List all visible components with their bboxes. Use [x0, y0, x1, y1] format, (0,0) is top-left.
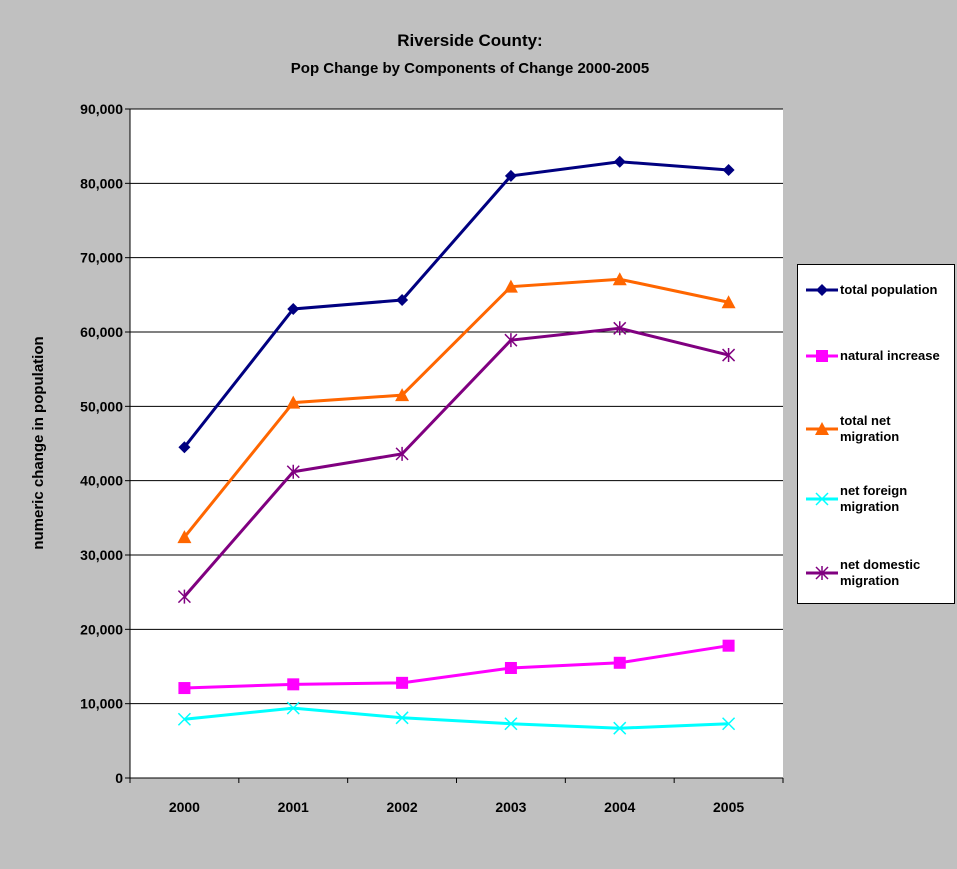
marker — [177, 530, 192, 544]
marker — [395, 446, 409, 461]
marker — [287, 678, 300, 691]
marker — [613, 656, 626, 669]
marker — [504, 717, 518, 731]
legend-label: net domestic migration — [840, 557, 921, 588]
marker — [287, 302, 300, 315]
marker — [504, 661, 517, 674]
legend-swatch — [806, 492, 838, 506]
marker — [815, 492, 829, 506]
legend-label: natural increase — [840, 348, 940, 363]
legend-swatch — [806, 284, 838, 296]
marker — [286, 395, 301, 409]
series-line — [183, 326, 729, 598]
x-tick-label: 2002 — [387, 799, 418, 815]
legend-item: total population — [804, 282, 954, 298]
legend-item: net domestic migration — [804, 557, 954, 589]
marker — [177, 712, 191, 726]
marker — [722, 639, 735, 652]
x-tick-label: 2001 — [278, 799, 309, 815]
series-line — [184, 644, 729, 690]
legend-swatch — [806, 566, 838, 580]
marker — [612, 272, 627, 286]
marker — [816, 350, 828, 362]
series-line — [183, 160, 729, 449]
legend-item: net foreign migration — [804, 483, 954, 515]
y-tick-label: 70,000 — [80, 250, 123, 266]
y-tick-label: 0 — [115, 770, 123, 786]
plot-area — [130, 109, 783, 778]
chart-title: Riverside County: — [397, 31, 542, 50]
y-tick-label: 90,000 — [80, 101, 123, 117]
y-tick-label: 30,000 — [80, 547, 123, 563]
marker — [721, 295, 736, 309]
marker — [815, 566, 829, 580]
marker — [816, 284, 828, 296]
x-tick-label: 2000 — [169, 799, 200, 815]
y-tick-label: 80,000 — [80, 175, 123, 191]
legend: total population natural increase total ne… — [797, 264, 955, 604]
marker — [722, 348, 736, 363]
legend-label: total population — [840, 282, 938, 297]
legend-label: total net migration — [840, 413, 900, 444]
legend-swatch — [806, 422, 838, 435]
marker — [178, 441, 191, 454]
legend-swatch — [806, 350, 838, 362]
y-tick-label: 40,000 — [80, 473, 123, 489]
marker — [395, 388, 410, 402]
marker — [504, 333, 518, 348]
marker — [613, 721, 627, 735]
marker — [286, 701, 300, 715]
legend-item: total net migration — [804, 413, 954, 445]
x-tick-label: 2004 — [604, 799, 635, 815]
x-tick-label: 2003 — [495, 799, 526, 815]
series-line — [184, 706, 729, 730]
y-axis-label: numeric change in population — [30, 336, 47, 549]
y-tick-label: 50,000 — [80, 398, 123, 414]
marker — [613, 155, 626, 168]
x-tick-label: 2005 — [713, 799, 744, 815]
legend-label: net foreign migration — [840, 483, 908, 514]
y-tick-label: 60,000 — [80, 324, 123, 340]
y-tick-label: 10,000 — [80, 696, 123, 712]
legend-item: natural increase — [804, 348, 954, 364]
marker — [504, 169, 517, 182]
marker — [177, 589, 191, 604]
marker — [396, 294, 409, 307]
y-tick-label: 20,000 — [80, 621, 123, 637]
marker — [613, 321, 627, 336]
marker — [286, 464, 300, 479]
marker — [503, 279, 518, 293]
marker — [178, 682, 191, 695]
marker — [396, 676, 409, 689]
series-line — [183, 277, 729, 539]
marker — [815, 422, 829, 435]
marker — [395, 711, 409, 725]
marker — [722, 163, 735, 176]
chart-subtitle: Pop Change by Components of Change 2000-… — [291, 60, 649, 77]
marker — [722, 717, 736, 731]
